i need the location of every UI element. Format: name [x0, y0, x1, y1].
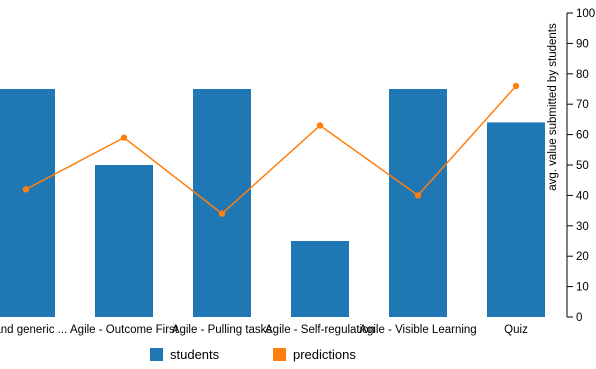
bar-0 [0, 89, 55, 317]
y-tick-label-10: 100 [576, 8, 595, 20]
y-tick-label-4: 40 [576, 190, 589, 202]
bar-2 [193, 89, 251, 317]
bar-4 [389, 89, 447, 317]
x-tick-label-5: Quiz [504, 324, 528, 336]
y-tick-label-3: 30 [576, 221, 589, 233]
x-tick-label-3: Agile - Self-regulation [265, 324, 375, 336]
y-tick-label-7: 70 [576, 99, 589, 111]
x-tick-label-0: g and generic ... [0, 324, 67, 336]
x-tick-label-2: Agile - Pulling tasks [172, 324, 273, 336]
y-tick-label-9: 90 [576, 38, 589, 50]
y-tick-label-0: 0 [576, 312, 582, 324]
x-axis: g and generic ...Agile - Outcome FirstAg… [0, 324, 528, 336]
prediction-point-3 [316, 122, 324, 129]
prediction-point-2 [218, 210, 226, 217]
y-tick-label-8: 80 [576, 69, 589, 81]
y-tick-label-5: 50 [576, 160, 589, 172]
points-layer [22, 82, 520, 217]
legend-swatch-predictions [273, 348, 286, 361]
y-tick-label-6: 60 [576, 130, 589, 142]
legend-label-predictions: predictions [293, 347, 356, 362]
bar-3 [291, 241, 349, 317]
prediction-point-1 [120, 134, 128, 141]
y-axis-title: avg. value submitted by students [547, 23, 559, 191]
prediction-point-0 [22, 186, 30, 193]
bar-1 [95, 165, 153, 317]
line-layer [25, 85, 517, 215]
x-tick-label-1: Agile - Outcome First [70, 324, 179, 336]
legend-label-students: students [170, 347, 220, 362]
bars-layer [0, 89, 545, 317]
bar-5 [487, 122, 545, 317]
prediction-point-4 [414, 192, 422, 199]
y-axis: 0 10 20 30 40 50 60 70 80 90 100 [566, 8, 595, 324]
legend: students predictions [150, 347, 356, 362]
y-tick-label-2: 20 [576, 251, 589, 263]
y-tick-label-1: 10 [576, 282, 589, 294]
x-tick-label-4: Agile - Visible Learning [359, 324, 476, 336]
predictions-line [25, 85, 517, 215]
legend-swatch-students [150, 348, 163, 361]
prediction-point-5 [512, 82, 520, 90]
